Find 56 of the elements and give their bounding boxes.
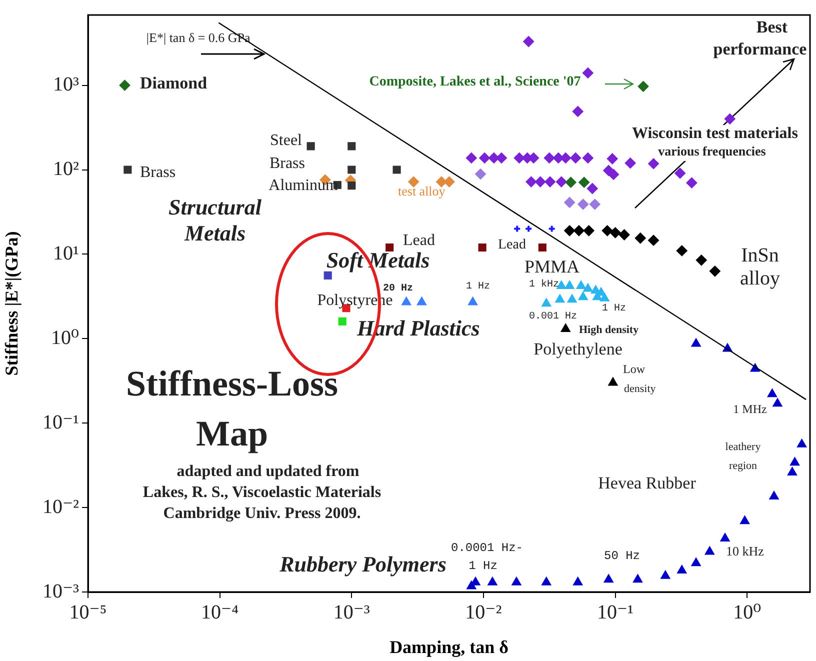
annotation: 10 kHz xyxy=(726,543,764,558)
annotation: Wisconsin test materials xyxy=(632,125,798,142)
annotation: PMMA xyxy=(524,256,580,277)
x-tick-label: 10⁰ xyxy=(733,601,762,624)
x-tick-label: 10⁻⁴ xyxy=(201,601,239,624)
annotation: Rubbery Polymers xyxy=(278,552,446,577)
annotation: Stiffness-Loss xyxy=(126,363,338,404)
y-tick-label: 10⁻¹ xyxy=(42,411,79,434)
annotation: Hevea Rubber xyxy=(598,473,696,492)
x-tick-label: 10⁻¹ xyxy=(597,601,634,624)
y-tick-label: 10⁻³ xyxy=(42,580,79,602)
annotation: Cambridge Univ. Press 2009. xyxy=(163,505,361,522)
annotation: Low xyxy=(623,362,646,376)
annotation: 1 Hz xyxy=(602,304,626,315)
annotation: test alloy xyxy=(398,183,446,198)
annotation: InSn xyxy=(741,244,779,266)
annotation: various frequencies xyxy=(658,143,766,158)
y-tick-label: 10² xyxy=(53,158,79,180)
annotation: performance xyxy=(713,39,808,58)
annotation: 1 Hz xyxy=(466,282,490,293)
annotation: 50 Hz xyxy=(604,549,640,564)
annotation: Map xyxy=(196,413,268,454)
annotation: leathery xyxy=(725,440,762,453)
annotation: Lead xyxy=(498,238,526,253)
annotation: Diamond xyxy=(140,73,208,92)
annotation: alloy xyxy=(740,267,780,290)
y-tick-label: 10³ xyxy=(53,74,79,96)
annotation: Metals xyxy=(183,220,246,246)
annotation: Lakes, R. S., Viscoelastic Materials xyxy=(142,484,382,502)
annotation: 1 kHz xyxy=(528,278,560,291)
annotation: Steel xyxy=(270,132,303,150)
annotation: density xyxy=(624,382,656,395)
annotation: High density xyxy=(579,324,640,336)
annotation: Structural xyxy=(168,194,262,220)
annotation: Brass xyxy=(140,164,176,182)
x-tick-label: 10⁻⁵ xyxy=(69,601,107,624)
x-tick-label: 10⁻² xyxy=(465,601,502,624)
annotation: Soft Metals xyxy=(326,248,430,273)
annotation: 20 Hz xyxy=(382,284,414,295)
x-axis-title: Damping, tan δ xyxy=(390,636,508,657)
annotation: 1 MHz xyxy=(733,402,767,416)
y-tick-label: 10⁻² xyxy=(42,496,79,518)
y-tick-label: 10⁰ xyxy=(50,326,79,349)
annotation: 0.001 Hz xyxy=(528,312,578,323)
annotation: 1 Hz xyxy=(468,559,498,574)
annotation: Best xyxy=(756,17,788,36)
y-axis-title: Stiffness |E*|(GPa) xyxy=(1,231,22,376)
annotation: region xyxy=(728,460,758,472)
x-tick-label: 10⁻³ xyxy=(333,601,370,624)
annotation: adapted and updated from xyxy=(176,463,360,480)
annotation: Composite, Lakes et al., Science '07 xyxy=(369,74,581,90)
y-tick-label: 10¹ xyxy=(53,242,79,264)
annotation: 0.0001 Hz- xyxy=(450,541,524,556)
annotation: Polyethylene xyxy=(534,339,622,358)
annotation: Lead xyxy=(403,232,435,250)
annotation: Brass xyxy=(269,155,305,172)
